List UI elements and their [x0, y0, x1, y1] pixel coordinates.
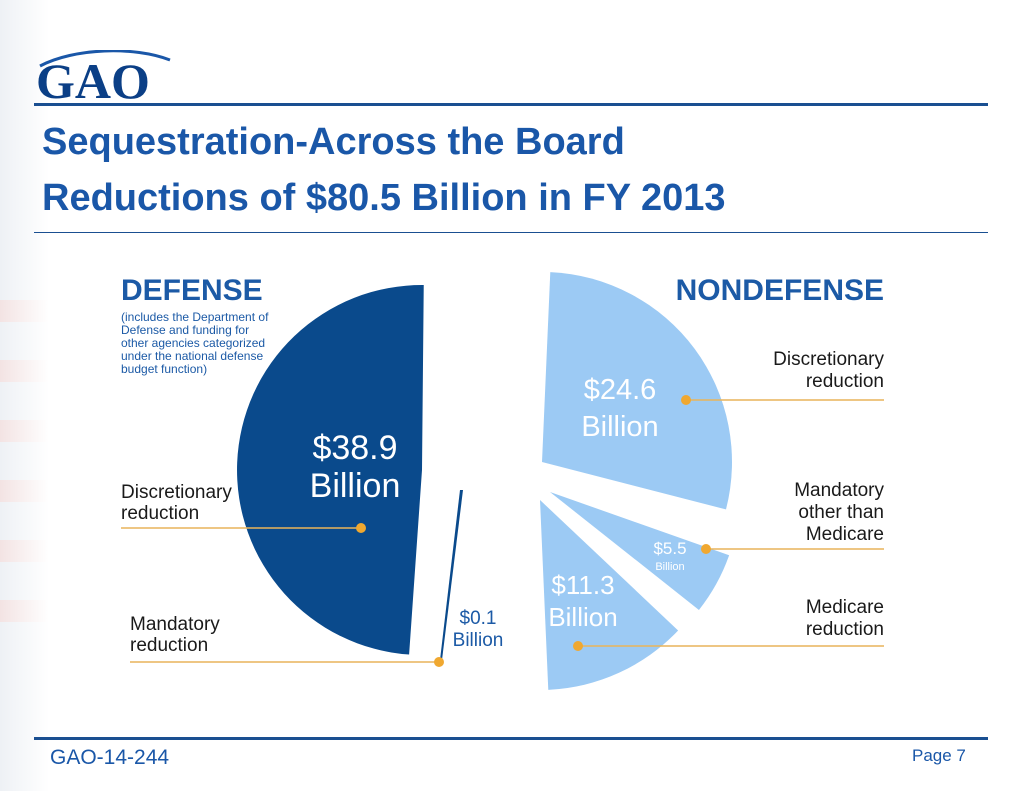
title-line-2: Reductions of $80.5 Billion in FY 2013: [42, 177, 726, 219]
nondefense-chart: NONDEFENSE $24.6 Billion $5.5 Billion $1…: [540, 272, 884, 690]
gao-logo-text: GAO: [36, 53, 150, 104]
title-line-1: Sequestration-Across the Board: [42, 121, 625, 163]
defense-subtitle-line: Defense and funding for: [121, 323, 249, 337]
nondefense-mandatory-slice: [550, 492, 730, 610]
page-number: Page 7: [912, 746, 966, 765]
nondefense-medicare-slice: [540, 500, 679, 690]
defense-mandatory-leader-dot: [434, 657, 444, 667]
nondefense-mandatory-leader-dot: [701, 544, 711, 554]
defense-subtitle: (includes the Department of Defense and …: [121, 310, 269, 376]
defense-mandatory-label: Mandatory: [130, 614, 220, 635]
nondefense-mandatory-label: Mandatory: [794, 480, 884, 501]
header-rule-bottom: [34, 232, 988, 233]
nondefense-mandatory-label: other than: [798, 502, 884, 523]
gao-logo: GAO: [36, 50, 171, 104]
footer-rule: [34, 737, 988, 740]
defense-discretionary-label: Discretionary: [121, 482, 232, 503]
defense-discretionary-slice: [237, 285, 424, 655]
defense-discretionary-unit: Billion: [310, 467, 401, 505]
defense-subtitle-line: under the national defense: [121, 349, 263, 363]
nondefense-mandatory-unit: Billion: [655, 561, 684, 573]
defense-mandatory-label: reduction: [130, 635, 208, 656]
defense-discretionary-leader-dot: [356, 523, 366, 533]
nondefense-discretionary-leader-dot: [681, 395, 691, 405]
nondefense-discretionary-value: $24.6: [584, 374, 657, 406]
nondefense-discretionary-unit: Billion: [581, 411, 658, 443]
defense-subtitle-line: budget function): [121, 362, 207, 376]
nondefense-medicare-label: reduction: [806, 619, 884, 640]
nondefense-medicare-value: $11.3: [551, 570, 614, 600]
nondefense-medicare-label: Medicare: [806, 597, 884, 618]
nondefense-title: NONDEFENSE: [676, 274, 884, 307]
header-rule-top: [34, 103, 988, 106]
nondefense-discretionary-slice: [542, 272, 732, 510]
defense-chart: DEFENSE (includes the Department of Defe…: [121, 274, 503, 667]
page-title: Sequestration-Across the Board Reduction…: [42, 114, 982, 226]
nondefense-mandatory-value: $5.5: [653, 539, 686, 558]
nondefense-discretionary-label: reduction: [806, 371, 884, 392]
defense-mandatory-slice: [440, 490, 463, 660]
nondefense-medicare-leader-dot: [573, 641, 583, 651]
defense-subtitle-line: (includes the Department of: [121, 310, 269, 324]
defense-mandatory-value: $0.1: [460, 608, 497, 629]
report-id: GAO-14-244: [50, 746, 170, 769]
defense-title: DEFENSE: [121, 274, 263, 307]
nondefense-discretionary-label: Discretionary: [773, 349, 884, 370]
nondefense-mandatory-label: Medicare: [806, 524, 884, 545]
nondefense-medicare-unit: Billion: [548, 602, 617, 632]
defense-mandatory-unit: Billion: [453, 630, 504, 651]
defense-discretionary-label: reduction: [121, 503, 199, 524]
defense-subtitle-line: other agencies categorized: [121, 336, 265, 350]
defense-discretionary-value: $38.9: [312, 429, 397, 467]
